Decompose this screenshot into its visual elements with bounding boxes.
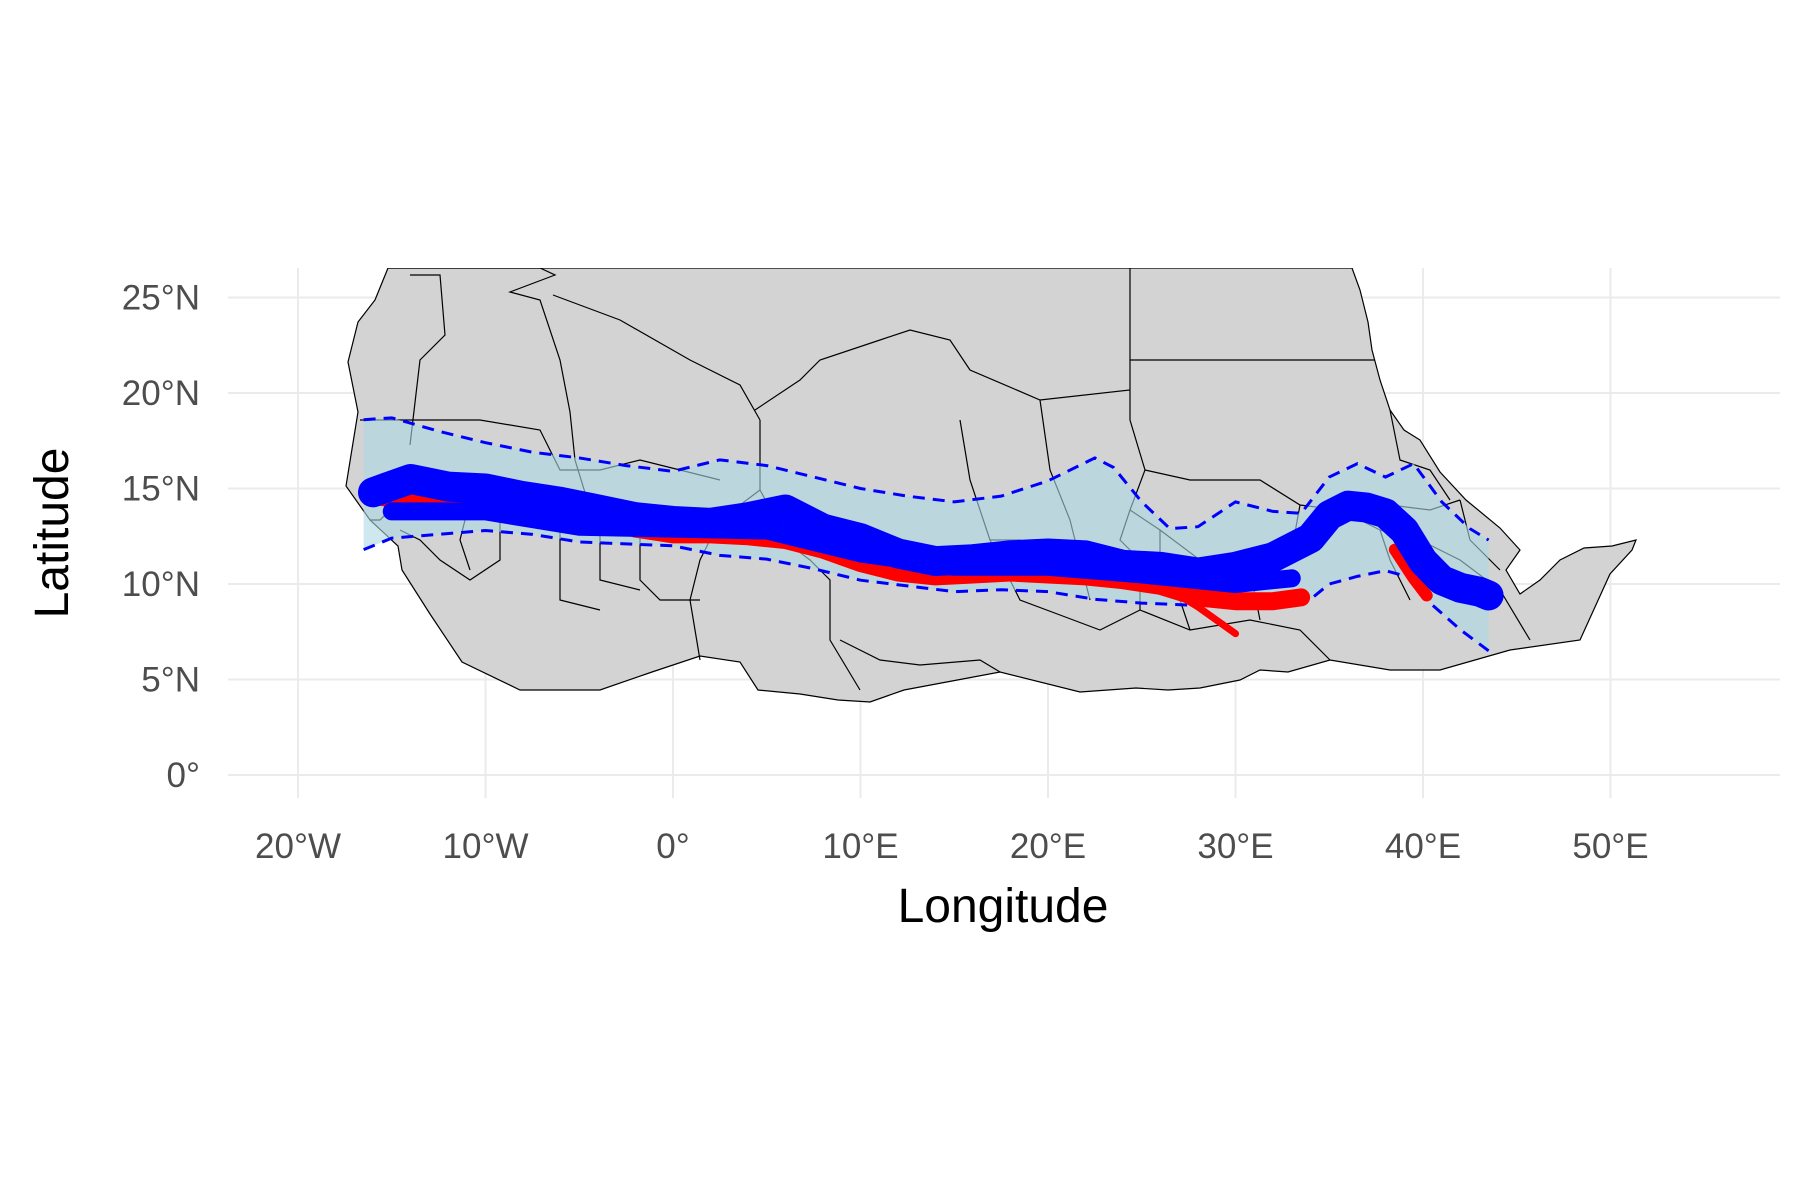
y-axis-title: Latitude [26,448,79,619]
x-tick-label: 10°E [822,827,898,866]
blue-track [358,463,1504,611]
x-tick-label: 0° [656,827,689,866]
x-tick-label: 30°E [1197,827,1273,866]
x-tick-label: 50°E [1572,827,1648,866]
x-axis-ticks: 20°W 10°W 0° 10°E 20°E 30°E 40°E 50°E [255,827,1649,866]
y-axis-ticks: 0° 5°N 10°N 15°N 20°N 25°N [122,279,200,796]
y-tick-label: 20°N [122,374,200,413]
x-axis-title: Longitude [898,880,1109,933]
x-tick-label: 20°E [1010,827,1086,866]
y-tick-label: 15°N [122,470,200,509]
band-lower-line [363,529,1490,653]
x-tick-label: 40°E [1385,827,1461,866]
band-upper-line [363,416,1490,542]
y-tick-label: 25°N [122,279,200,318]
red-branch-track [1166,586,1239,638]
y-tick-label: 5°N [141,661,200,700]
y-tick-label: 0° [167,756,200,795]
x-tick-label: 10°W [443,827,529,866]
red-east-track [1388,543,1433,602]
tracks-layer [358,463,1504,638]
y-tick-label: 10°N [122,565,200,604]
x-tick-label: 20°W [255,827,341,866]
